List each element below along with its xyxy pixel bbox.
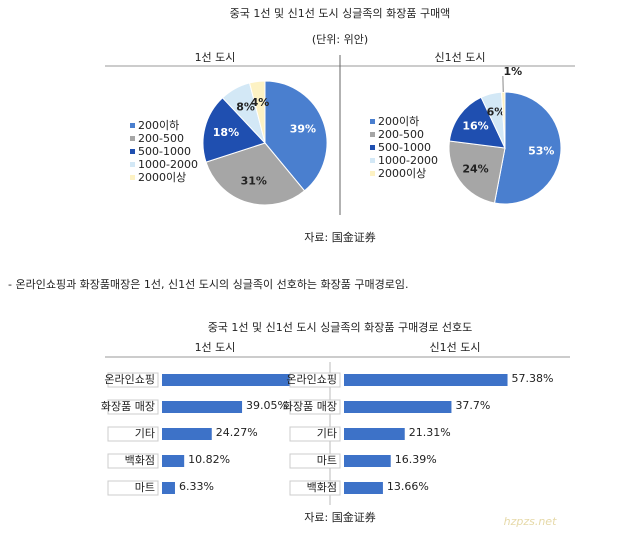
data-label: 37.7%: [455, 399, 490, 412]
chart-title: 1선 도시: [195, 341, 236, 354]
source: 자료: 国金证券: [304, 230, 375, 244]
legend-label: 200이하: [378, 114, 419, 128]
legend-label: 1000-2000: [378, 154, 438, 167]
category-box: [289, 480, 341, 496]
bar: [162, 374, 296, 386]
data-label: 8%: [236, 101, 255, 114]
category-label: 기타: [317, 427, 337, 440]
category-box: [107, 426, 159, 442]
legend-marker: [370, 119, 375, 124]
bar: [162, 482, 175, 494]
category-box: [107, 453, 159, 469]
unit-label: (단위: 위안): [312, 33, 368, 46]
figure-title: 중국 1선 및 신1선 도시 싱글족의 화장품 구매액: [230, 7, 451, 20]
pie-slice: [500, 91, 506, 149]
legend-marker: [130, 136, 135, 141]
bar: [344, 455, 391, 467]
legend-label: 500-1000: [138, 145, 191, 158]
pie-slice: [264, 80, 328, 192]
data-label: 57.38%: [512, 372, 554, 385]
data-label: 13.66%: [387, 480, 429, 493]
category-box: [107, 399, 159, 415]
data-label: 39.05%: [246, 399, 288, 412]
legend-label: 1000-2000: [138, 158, 198, 171]
legend-label: 2000이상: [378, 167, 426, 180]
legend-label: 200-500: [138, 132, 184, 145]
data-label: 39%: [290, 122, 316, 135]
source: 자료: 国金证券: [304, 510, 375, 524]
watermark: hzpzs.net: [504, 515, 557, 528]
data-label: 4%: [251, 96, 270, 109]
category-label: 온라인쇼핑: [286, 373, 337, 386]
category-label: 마트: [317, 454, 337, 467]
legend-marker: [370, 158, 375, 163]
category-label: 백화점: [307, 481, 337, 494]
note: - 온라인쇼핑과 화장품매장은 1선, 신1선 도시의 싱글족이 선호하는 화장…: [8, 277, 409, 291]
legend-marker: [370, 145, 375, 150]
chart-title: 1선 도시: [195, 51, 236, 64]
category-label: 화장품 매장: [283, 400, 337, 413]
pie-slice: [493, 91, 562, 205]
category-box: [289, 372, 341, 388]
bar: [344, 482, 383, 494]
figure-title: 중국 1선 및 신1선 도시 싱글족의 화장품 구매경로 선호도: [208, 321, 473, 334]
category-label: 기타: [135, 427, 155, 440]
data-label: 6%: [487, 106, 506, 119]
data-label: 16%: [462, 120, 488, 133]
data-label: 21.31%: [409, 426, 451, 439]
chart-title: 신1선 도시: [435, 51, 486, 64]
bar: [162, 455, 185, 467]
category-box: [107, 480, 159, 496]
data-label: 18%: [213, 126, 239, 139]
data-label: 24.27%: [216, 426, 258, 439]
pie-slice: [205, 142, 306, 206]
legend-marker: [130, 175, 135, 180]
legend-marker: [130, 123, 135, 128]
legend-label: 200-500: [378, 128, 424, 141]
category-box: [289, 426, 341, 442]
legend-label: 2000이상: [138, 171, 186, 184]
legend-marker: [370, 132, 375, 137]
data-label: 24%: [462, 162, 488, 175]
data-label: 1%: [503, 65, 522, 78]
bar: [162, 401, 243, 413]
data-label: 10.82%: [188, 453, 230, 466]
pie-slice: [448, 140, 506, 204]
legend-label: 500-1000: [378, 141, 431, 154]
bar: [344, 374, 508, 386]
bar: [344, 401, 452, 413]
pie-slice: [202, 97, 266, 163]
data-label: 53%: [528, 144, 554, 157]
legend-label: 200이하: [138, 118, 179, 132]
category-label: 백화점: [125, 454, 155, 467]
data-label: 6.33%: [179, 480, 214, 493]
category-box: [289, 399, 341, 415]
chart-title: 신1선 도시: [430, 341, 481, 354]
legend-marker: [130, 149, 135, 154]
pie-slice: [448, 96, 506, 149]
data-label: 31%: [241, 175, 267, 188]
legend-marker: [130, 162, 135, 167]
legend-marker: [370, 171, 375, 176]
data-label: 16.39%: [395, 453, 437, 466]
category-box: [107, 372, 159, 388]
category-label: 화장품 매장: [101, 400, 155, 413]
pie-slice: [248, 80, 266, 144]
category-box: [289, 453, 341, 469]
bar: [162, 428, 212, 440]
category-label: 마트: [135, 481, 155, 494]
bar: [344, 428, 405, 440]
category-label: 온라인쇼핑: [104, 373, 155, 386]
